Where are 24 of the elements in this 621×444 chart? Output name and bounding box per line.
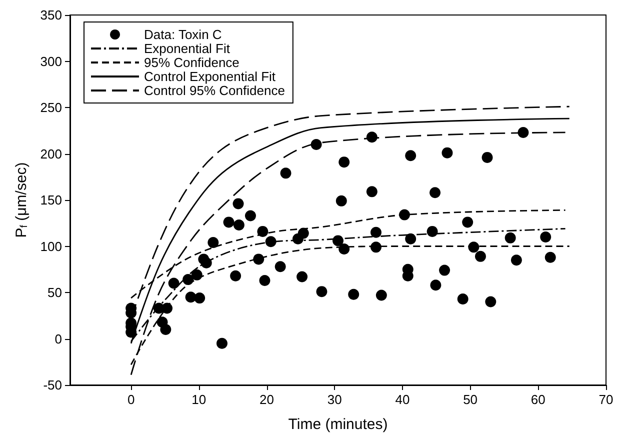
x-tick-label: 10 bbox=[192, 392, 206, 407]
legend-label: Control 95% Confidence bbox=[144, 83, 285, 98]
x-tick-label: 70 bbox=[598, 392, 614, 407]
y-tick-label: 250 bbox=[40, 100, 62, 115]
x-tick-label: 0 bbox=[127, 392, 135, 407]
x-axis-title: Time (minutes) bbox=[288, 416, 388, 433]
x-tick-label: 60 bbox=[530, 392, 546, 407]
y-tick-label: 300 bbox=[40, 54, 62, 69]
y-tick-label: 100 bbox=[40, 238, 62, 254]
x-tick-label: 40 bbox=[395, 392, 410, 407]
x-tick-label: 50 bbox=[463, 392, 478, 407]
y-axis-title: Pf (μm/sec) bbox=[12, 162, 30, 238]
y-tick-label: 150 bbox=[40, 192, 62, 208]
y-tick-label: -50 bbox=[43, 378, 62, 392]
legend-label: 95% Confidence bbox=[144, 55, 240, 70]
x-tick-label: 20 bbox=[260, 392, 274, 407]
y-tick-label: 200 bbox=[40, 146, 62, 162]
legend-label: Control Exponential Fit bbox=[144, 69, 276, 84]
legend-label: Exponential Fit bbox=[144, 41, 230, 56]
y-tick-label: 350 bbox=[40, 8, 62, 22]
y-tick-label: 0 bbox=[54, 331, 62, 346]
x-tick-label: 30 bbox=[327, 392, 342, 407]
legend-label: Data: Toxin C bbox=[144, 27, 222, 42]
y-tick-label: 50 bbox=[48, 285, 62, 300]
